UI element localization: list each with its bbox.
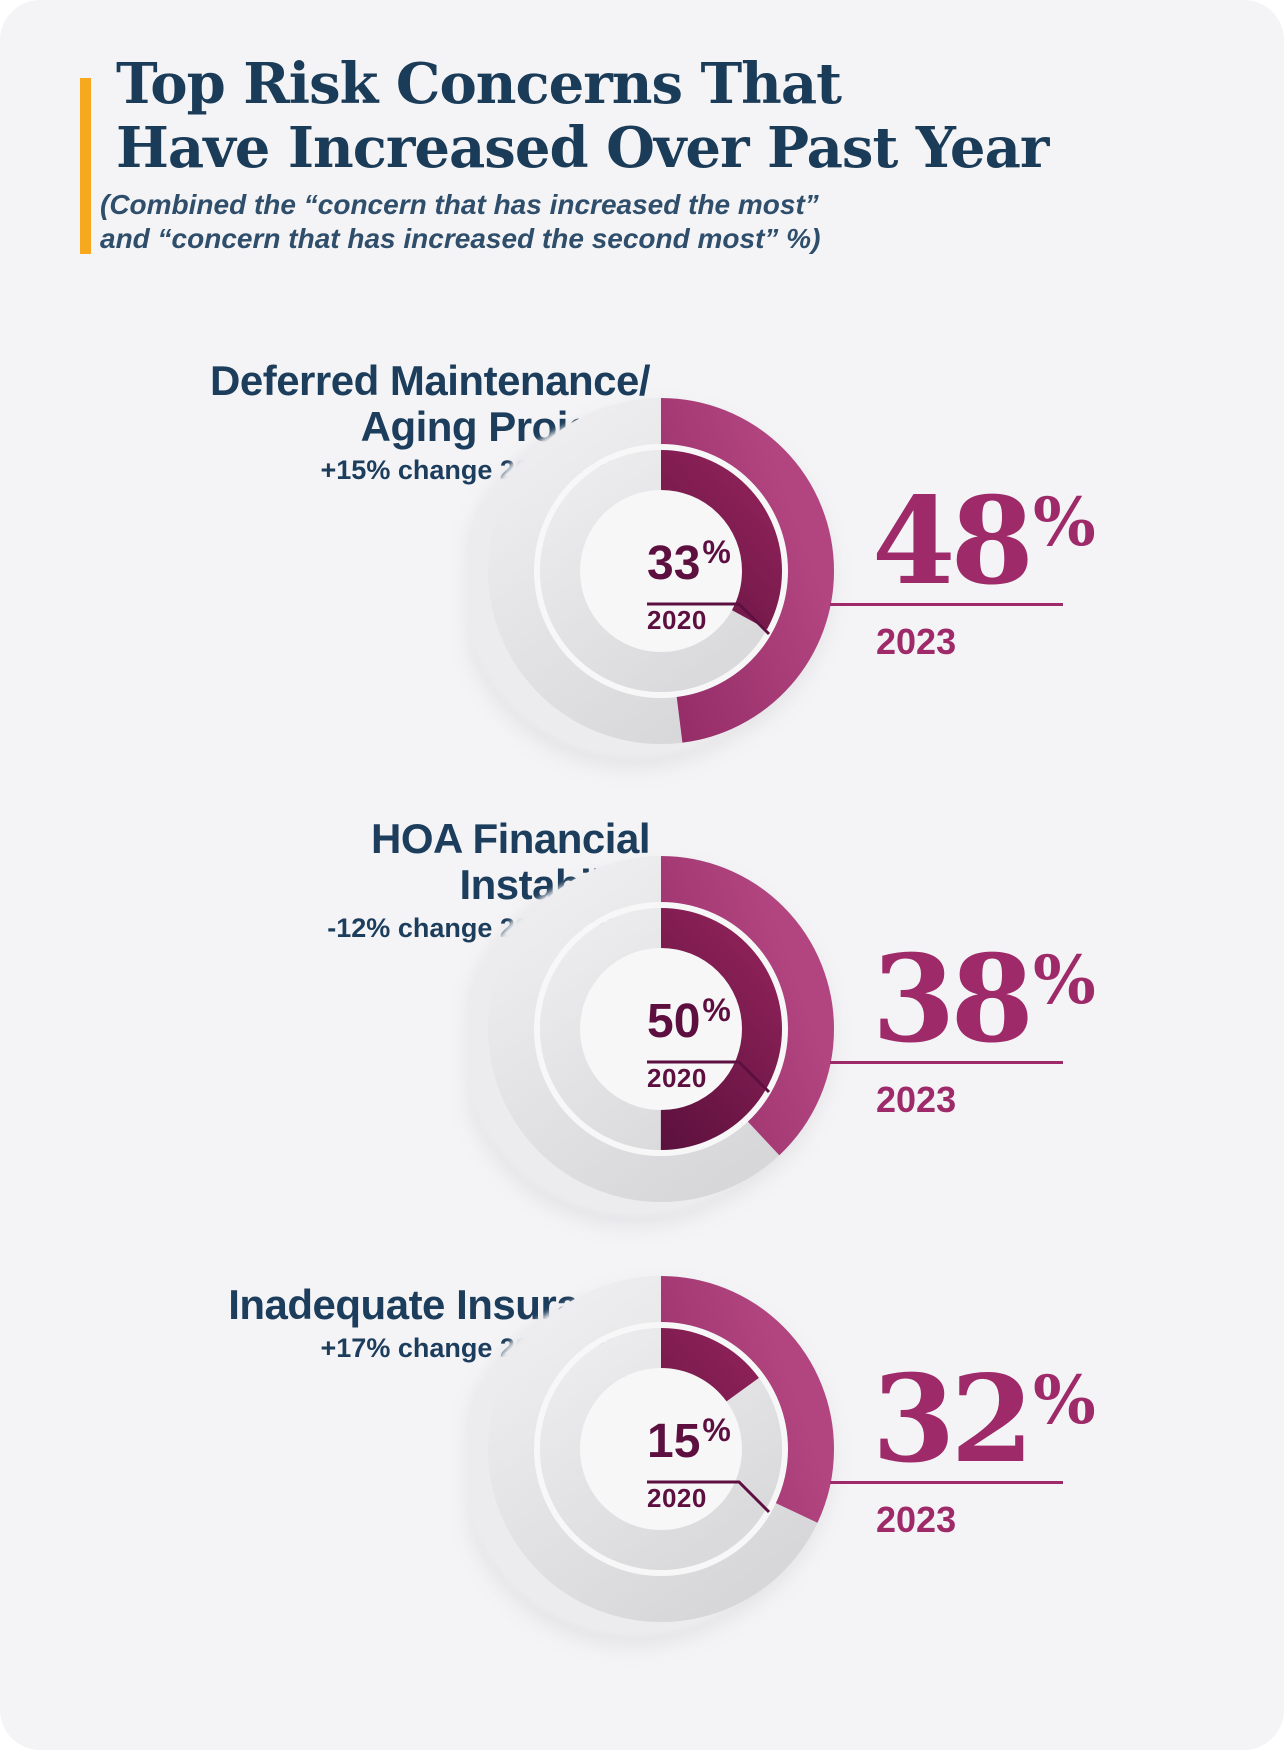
donut-chart: 33% 2020 [471,398,834,758]
chart-inadequate-insurance: Inadequate Insurance +17% change 2020 – … [0,1259,1284,1639]
chart-title-line: HOA Financial [371,815,650,862]
value-2020-label: 33% [647,534,731,590]
donut-hole [580,948,742,1110]
donut-hole [580,490,742,652]
percent-sign: % [1033,483,1096,561]
donut-chart: 50% 2020 [471,856,834,1216]
ring-separator [534,1322,788,1576]
page-title-line-1: Top Risk Concerns That [116,51,842,117]
callout-line [647,1060,771,1094]
callout-line [647,602,771,636]
value-2023-rule [830,603,1063,606]
value-2020-label: 50% [647,992,731,1048]
chart-title-line: Deferred Maintenance/ [210,357,650,404]
value-2023-label: 38% [872,929,1096,1070]
page-title: Top Risk Concerns That Have Increased Ov… [116,51,1049,181]
accent-bar [80,78,91,254]
page-subtitle-line-2: and “concern that has increased the seco… [100,223,821,254]
arc-2020 [540,908,782,1150]
arc-2020 [540,450,782,692]
donut-hole [580,1368,742,1530]
percent-sign: % [1033,1361,1096,1439]
value-2023-rule [830,1061,1063,1064]
percent-sign: % [1033,941,1096,1019]
year-2023-label: 2023 [876,621,957,662]
chart-hoa-financial-instability: HOA Financial Instability -12% change 20… [0,816,1284,1219]
value-2023-label: 32% [872,1349,1096,1490]
page-title-line-2: Have Increased Over Past Year [116,115,1049,181]
page-subtitle-line-1: (Combined the “concern that has increase… [100,189,819,220]
ring-separator [534,902,788,1156]
value-2020-label: 15% [647,1412,731,1468]
year-2020-label: 2020 [647,605,707,635]
value-2023-label: 48% [872,471,1096,612]
arc-2023 [488,856,834,1202]
ring-separator [534,444,788,698]
year-2020-label: 2020 [647,1063,707,1093]
value-2023-rule [830,1481,1063,1484]
year-2020-label: 2020 [647,1483,707,1513]
arc-2023 [488,1276,834,1622]
year-2023-label: 2023 [876,1499,957,1540]
callout-line [647,1480,771,1514]
donut-chart: 15% 2020 [471,1276,834,1636]
page-subtitle: (Combined the “concern that has increase… [100,188,820,256]
arc-2020 [540,1328,782,1570]
arc-2023 [488,398,834,744]
chart-deferred-maintenance: Deferred Maintenance/ Aging Projects +15… [0,358,1284,761]
year-2023-label: 2023 [876,1079,957,1120]
